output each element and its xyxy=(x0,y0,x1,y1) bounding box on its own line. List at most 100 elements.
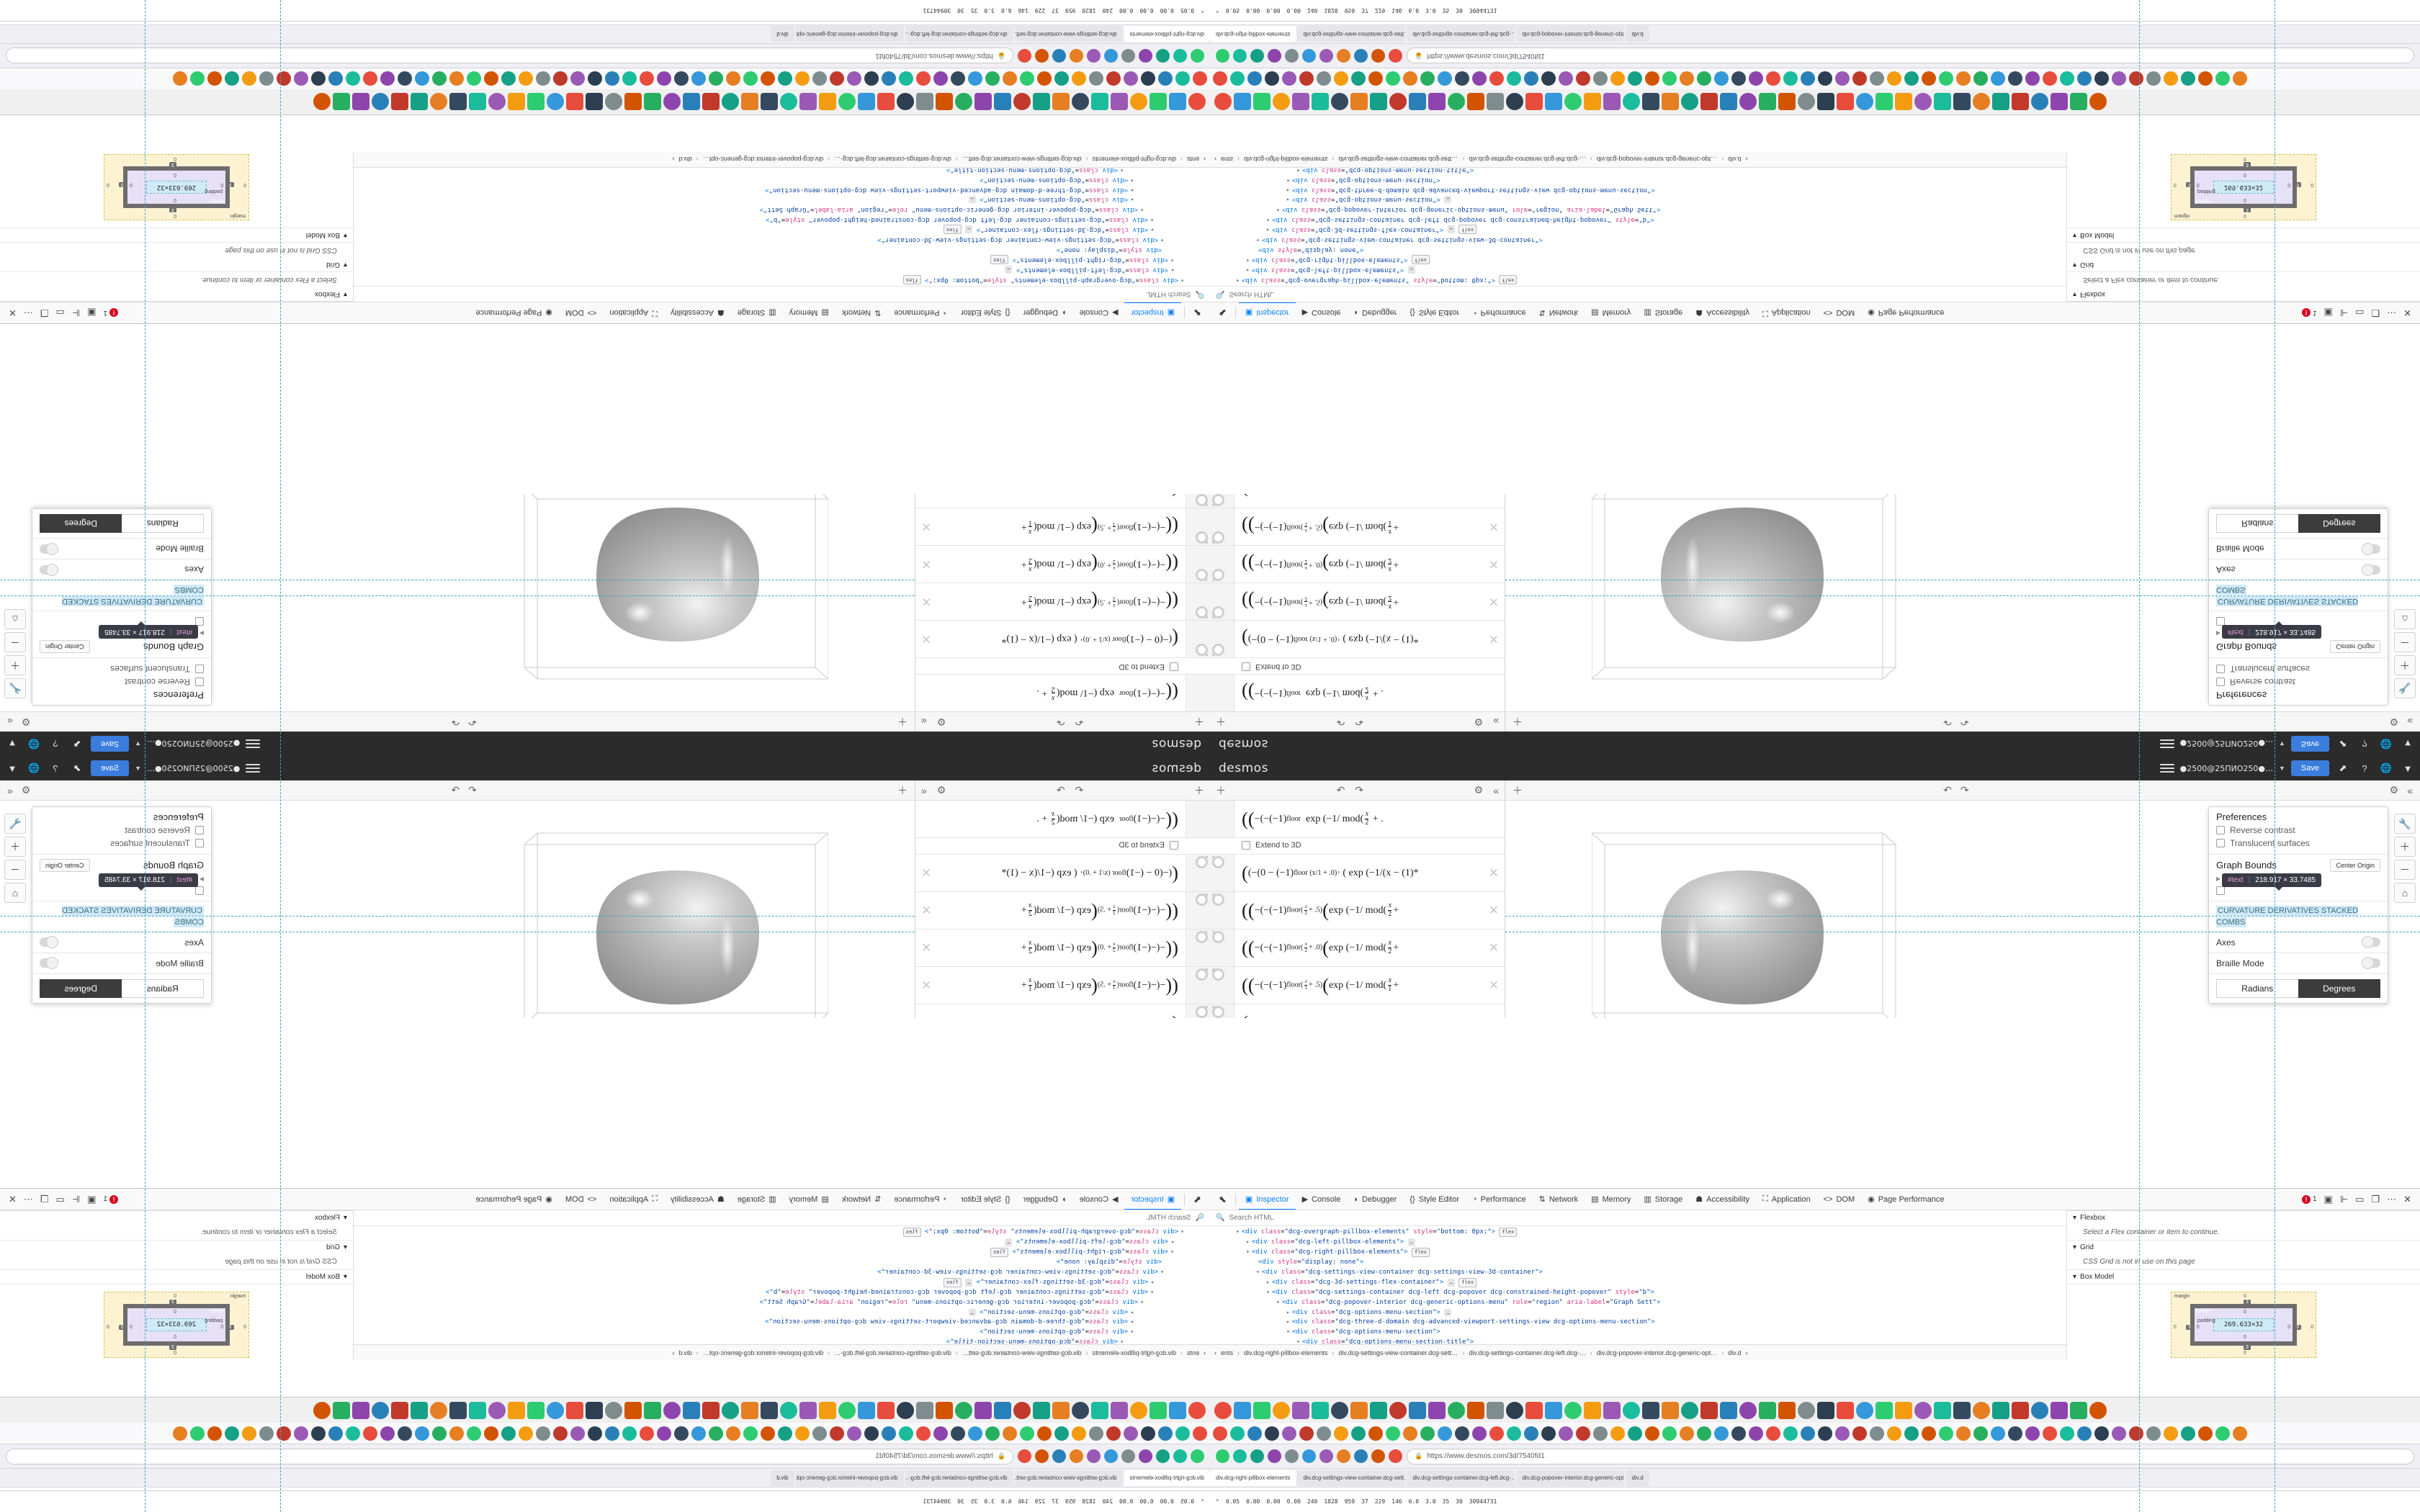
markup-line[interactable]: <div style="display: none"> xyxy=(1258,1258,1364,1266)
browser-tab[interactable]: div.dcg-right-pillbox-elements xyxy=(1210,26,1296,42)
expand-caret-icon[interactable]: ▾ xyxy=(1296,1338,1300,1344)
responsive-design-icon[interactable]: ❐ xyxy=(2371,307,2380,319)
devtools-tab-style-editor[interactable]: {} Style Editor xyxy=(954,1189,1017,1210)
taskbar-app-icon[interactable] xyxy=(411,93,428,111)
expression-math[interactable]: ((−(−(−1) floor(x 2 + .0)(exp (−1/ mod(x 2 + xyxy=(1021,554,1178,575)
os-taskbar[interactable] xyxy=(0,89,1210,115)
meatball-icon[interactable]: ⋯ xyxy=(23,307,33,319)
devtools-tab-debugger[interactable]: ◗ Debugger xyxy=(1017,1189,1073,1210)
breadcrumb-prev-icon[interactable]: ‹ xyxy=(1204,156,1206,163)
delete-expression-icon[interactable]: ✕ xyxy=(1488,903,1499,917)
bookmark-item[interactable] xyxy=(328,1426,343,1441)
bookmark-item[interactable] xyxy=(882,1426,896,1441)
taskbar-app-icon[interactable] xyxy=(1033,93,1050,111)
expand-caret-icon[interactable]: ▸ xyxy=(1130,186,1134,194)
markup-line[interactable]: ▸<div class="dcg-3d-settings-flex-contai… xyxy=(354,224,1210,235)
bookmark-item[interactable] xyxy=(933,71,948,86)
desmos-logo[interactable]: desmos xyxy=(1152,761,1201,775)
browser-toolbar[interactable]: 🔒 https://www.desmos.com/3d/7540fd1 xyxy=(1210,43,2420,68)
sidebar-tab-animations[interactable]: Animations xyxy=(2331,301,2380,302)
expression-visibility-toggle[interactable] xyxy=(1196,494,1208,506)
sidebar-tabbar[interactable]: ▥ RulesLayoutComputedChangesCompatibilit… xyxy=(2067,1210,2420,1211)
bookmark-item[interactable] xyxy=(1852,1426,1867,1441)
browser-extension-icon[interactable] xyxy=(1319,1449,1333,1463)
taskbar-app-icon[interactable] xyxy=(761,93,778,111)
breadcrumb-prev-icon[interactable]: ‹ xyxy=(1214,156,1216,163)
bookmark-item[interactable] xyxy=(709,1426,723,1441)
markup-line[interactable]: ▸<div class="dcg-left-pillbox-elements">… xyxy=(1210,264,2066,274)
markup-view[interactable]: 🔍 ▾<div class="dcg-overgraph-pillbox-ele… xyxy=(353,152,1210,302)
bookmark-item[interactable] xyxy=(1472,1426,1487,1441)
bookmarks-bar[interactable] xyxy=(0,68,1210,89)
bookmark-item[interactable] xyxy=(1158,71,1173,86)
responsive-design-icon[interactable]: ❐ xyxy=(40,307,49,319)
breadcrumb-item[interactable]: div.d xyxy=(678,156,692,163)
delete-expression-icon[interactable]: ✕ xyxy=(921,903,932,917)
taskbar-app-icon[interactable] xyxy=(1111,93,1128,111)
taskbar-app-icon[interactable] xyxy=(1370,1401,1387,1419)
bookmark-item[interactable] xyxy=(1334,71,1348,86)
bookmark-item[interactable] xyxy=(864,71,879,86)
translucent-surfaces-checkbox[interactable] xyxy=(195,839,204,847)
expand-caret-icon[interactable]: ▾ xyxy=(1170,1248,1174,1255)
bookmark-item[interactable] xyxy=(1003,1426,1017,1441)
bookmark-item[interactable] xyxy=(1870,1426,1884,1441)
axes-toggle-row[interactable]: Axes xyxy=(32,932,211,953)
flex-badge[interactable]: flex xyxy=(1499,1228,1518,1237)
gear-icon[interactable]: ⚙ xyxy=(21,784,31,796)
bookmark-item[interactable] xyxy=(830,71,844,86)
flex-badge[interactable]: flex xyxy=(943,1277,962,1287)
bookmark-item[interactable] xyxy=(795,71,810,86)
chevron-up-icon[interactable]: ⌃ xyxy=(1201,7,1204,14)
taskbar-app-icon[interactable] xyxy=(449,1401,467,1419)
breadcrumb-item[interactable]: div.dcg-settings-view-container.dcg-sett… xyxy=(962,156,1082,163)
taskbar-app-icon[interactable] xyxy=(469,93,486,111)
expression-visibility-toggle[interactable] xyxy=(1196,894,1208,906)
bookmark-item[interactable] xyxy=(2129,1426,2143,1441)
expression-math[interactable]: ( (−(0 − (−1) floor (x/1 + .0) · ( exp (−… xyxy=(1242,862,1419,883)
help-icon[interactable]: ? xyxy=(53,762,58,774)
markup-line[interactable]: ▸<div class="dcg-options-menu-section"> … xyxy=(1210,194,2066,204)
expand-caret-icon[interactable]: ▸ xyxy=(1246,267,1250,274)
bookmark-item[interactable] xyxy=(1801,1426,1815,1441)
taskbar-app-icon[interactable] xyxy=(1273,93,1290,111)
taskbar-app-icon[interactable] xyxy=(624,93,642,111)
browser-tab[interactable]: div.dcg-settings-container.dcg-left.dcg-… xyxy=(1407,26,1515,42)
bookmark-item[interactable] xyxy=(1939,1426,1953,1441)
bookmark-item[interactable] xyxy=(311,1426,326,1441)
collapsed-children-icon[interactable]: … xyxy=(965,1278,973,1287)
axes-extra-checkbox[interactable] xyxy=(2216,886,2225,895)
devtools-tab-console[interactable]: ▶ Console xyxy=(1296,1189,1348,1210)
devtools-tab-console[interactable]: ▶ Console xyxy=(1073,302,1125,324)
degrees-button[interactable]: Degrees xyxy=(40,514,122,534)
taskbar-app-icon[interactable] xyxy=(819,93,836,111)
browser-tabstrip[interactable]: div.dcg-right-pillbox-elements div.dcg-se… xyxy=(0,1469,1210,1488)
chevron-down-icon[interactable]: ▾ xyxy=(343,231,347,239)
bookmark-item[interactable] xyxy=(380,71,395,86)
bookmark-item[interactable] xyxy=(1317,71,1331,86)
taskbar-app-icon[interactable] xyxy=(897,93,914,111)
browser-extension-icon[interactable] xyxy=(1139,49,1152,63)
bookmark-item[interactable] xyxy=(1645,71,1659,86)
redo-icon[interactable]: ↷ xyxy=(1355,784,1364,796)
browser-tab[interactable]: div.d xyxy=(1626,26,1649,42)
browser-toolbar[interactable]: 🔒 https://www.desmos.com/3d/7540fd1 xyxy=(0,43,1210,68)
expression-visibility-toggle[interactable] xyxy=(1212,569,1224,581)
markup-line[interactable]: ▸<div class="dcg-three-d-domain dcg-adva… xyxy=(1286,186,1655,194)
breadcrumb-item[interactable]: div.dcg-settings-container.dcg-left.dcg-… xyxy=(834,156,951,163)
flex-badge[interactable]: flex xyxy=(1458,225,1477,235)
bookmark-item[interactable] xyxy=(294,1426,308,1441)
gear-icon[interactable]: ⚙ xyxy=(1474,784,1484,796)
taskbar-app-icon[interactable] xyxy=(1448,1401,1465,1419)
sidebar-tab-fonts[interactable]: Fonts xyxy=(2300,301,2331,302)
markup-line[interactable]: ▾<div class="dcg-popover-interior dcg-ge… xyxy=(759,1298,1144,1306)
url-text[interactable]: https://www.desmos.com/3d/7540fd1 xyxy=(875,52,993,60)
desmos-logo[interactable]: desmos xyxy=(1219,761,1268,775)
translucent-surfaces-row[interactable]: Translucent surfaces xyxy=(2216,837,2380,850)
expression-visibility-toggle[interactable] xyxy=(1212,531,1224,544)
bookmark-item[interactable] xyxy=(1524,1426,1538,1441)
expand-caret-icon[interactable]: ▸ xyxy=(1286,186,1290,194)
devtools-tab-dom[interactable]: <> DOM xyxy=(1817,302,1862,324)
